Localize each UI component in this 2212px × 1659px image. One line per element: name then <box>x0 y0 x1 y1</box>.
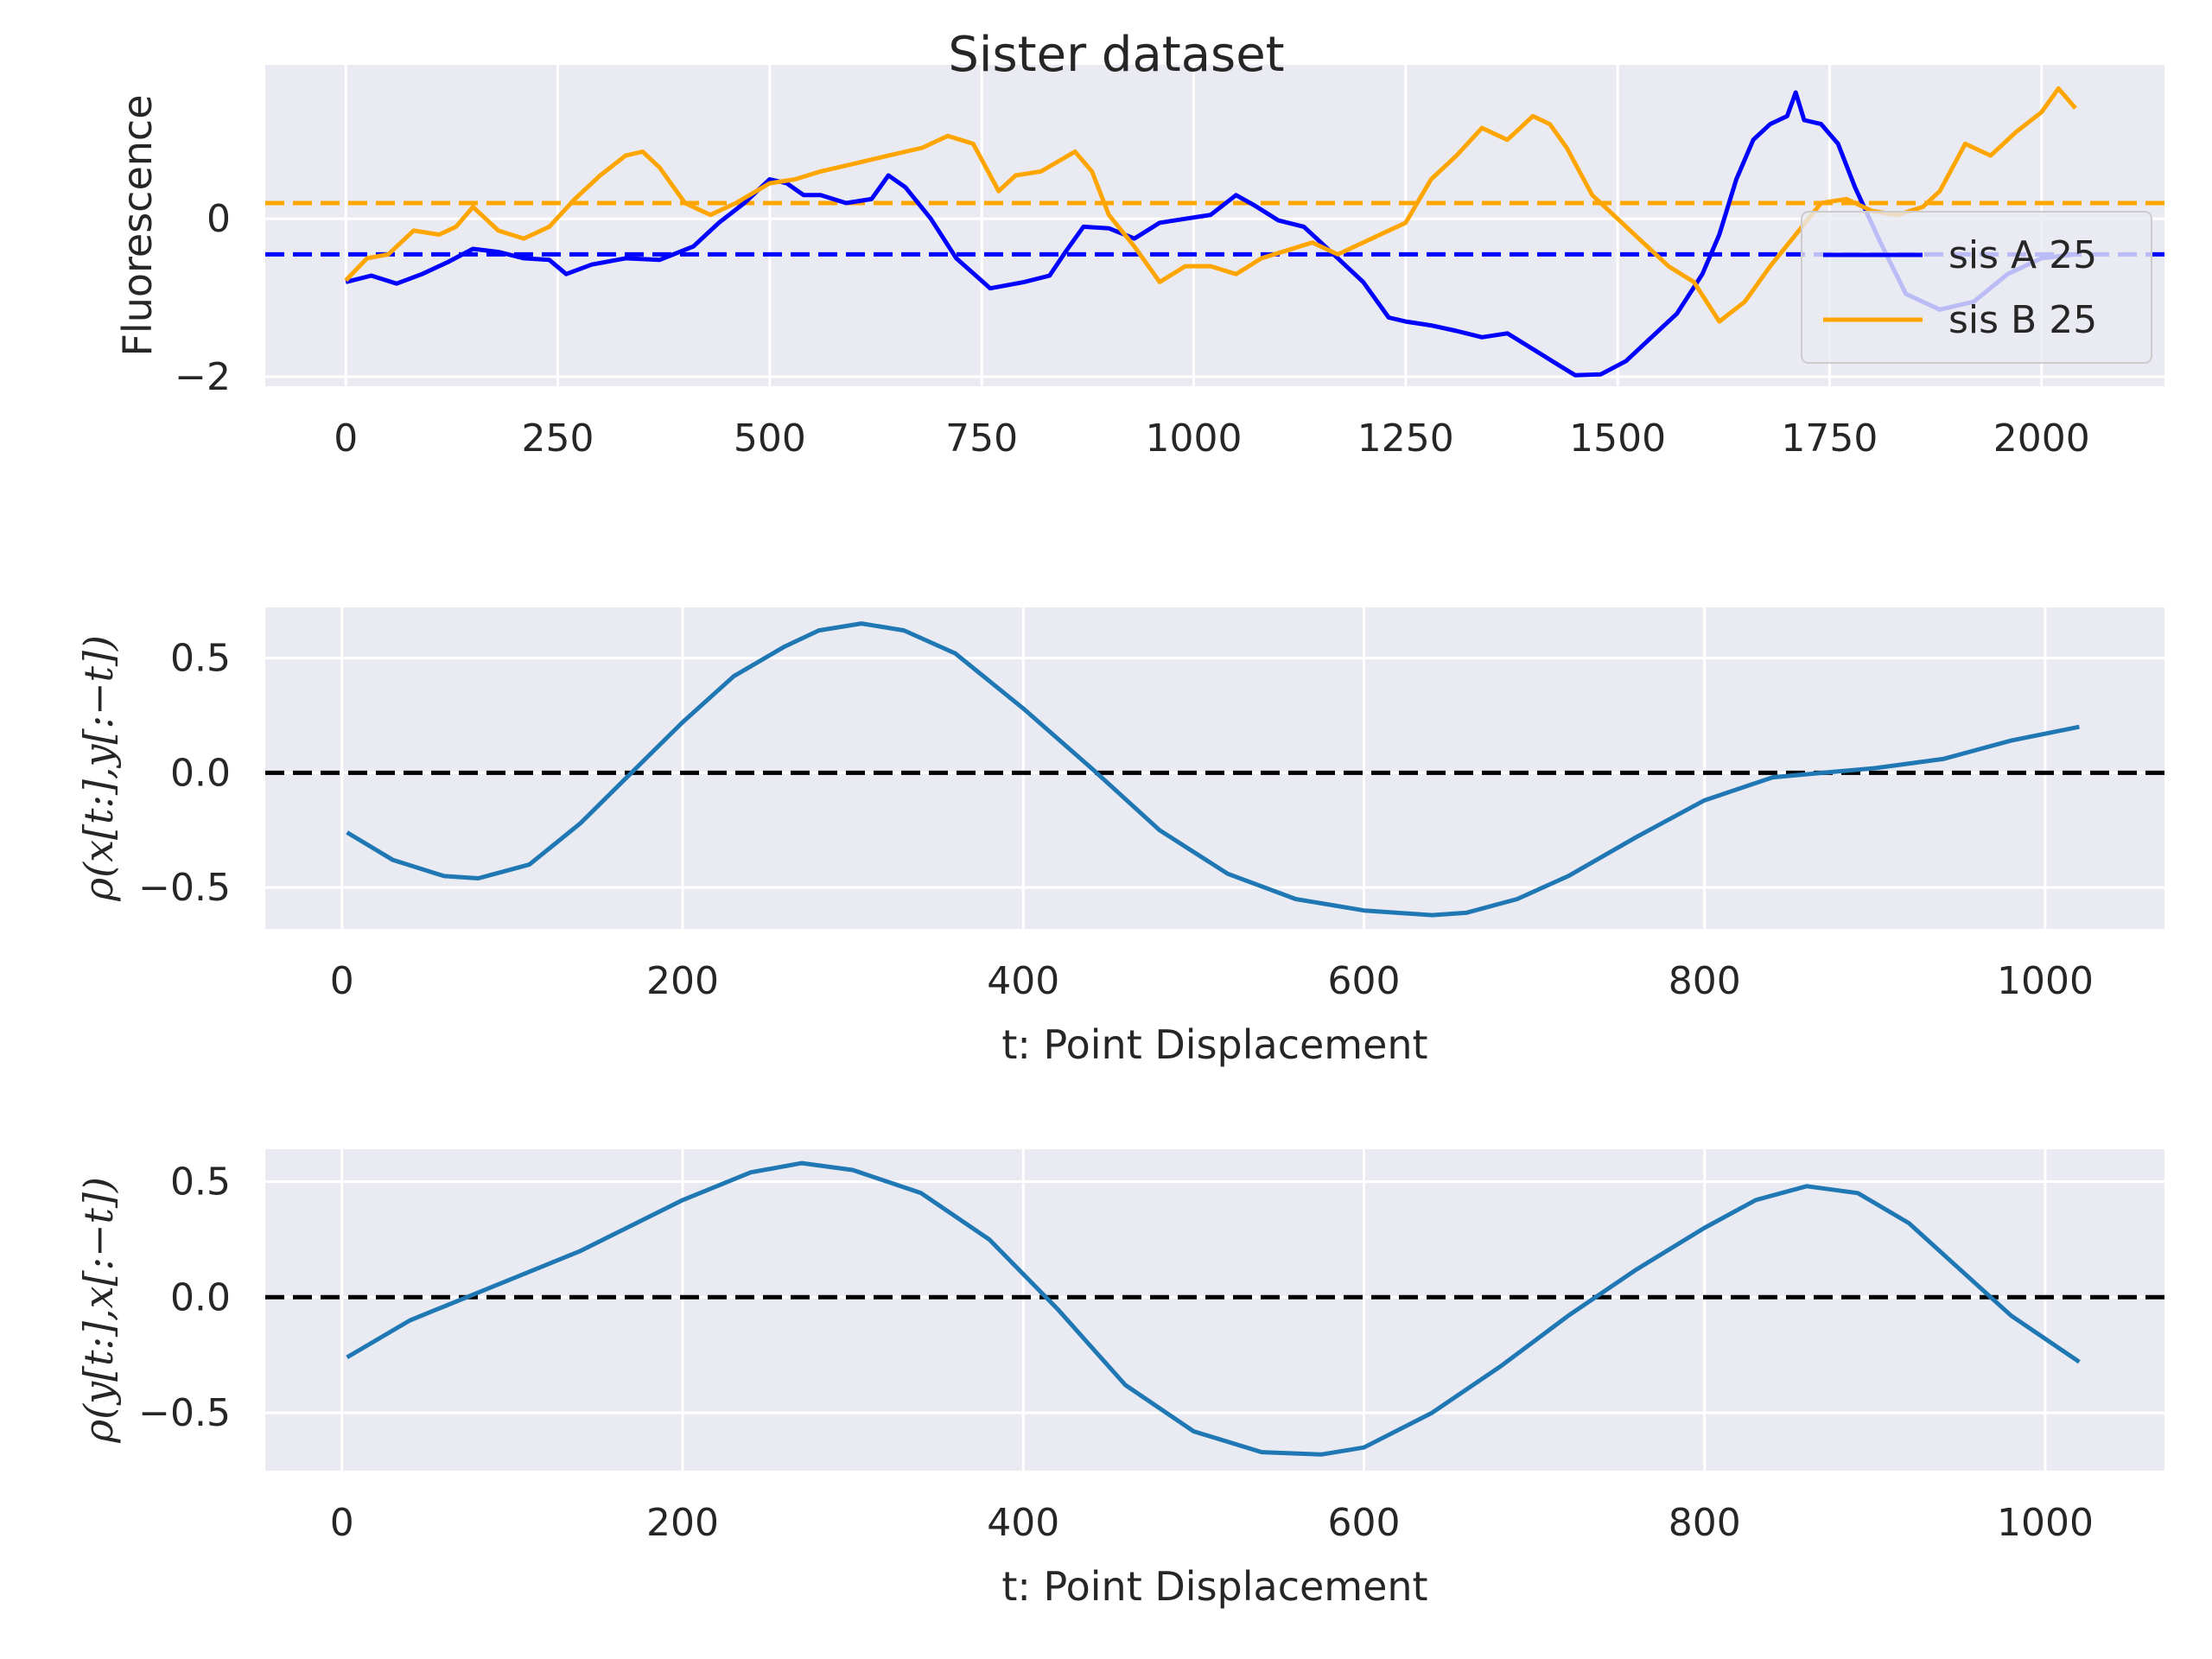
x-tick-label: 1000 <box>1997 1501 2094 1545</box>
y-tick-label: −2 <box>175 355 231 399</box>
plot-area <box>265 1160 2164 1457</box>
x-tick-label: 600 <box>1327 1501 1400 1545</box>
x-tick-label: 250 <box>522 416 594 461</box>
x-tick-label: 0 <box>330 959 354 1003</box>
x-tick-label: 200 <box>646 1501 719 1545</box>
x-axis-label: t: Point Displacement <box>1001 1563 1427 1610</box>
x-tick-label: 1000 <box>1145 416 1242 461</box>
legend: sis A 25 sis B 25 <box>1801 211 2152 364</box>
axes-3: 0 200 400 600 800 1000 0.5 0.0 −0.5 t: Point Disp… <box>75 1149 2164 1610</box>
x-tick-label: 0 <box>334 416 358 461</box>
y-tick-label: 0.0 <box>170 1275 231 1319</box>
y-tick-label: 0.5 <box>170 1160 231 1204</box>
x-tick-label: 400 <box>987 1501 1059 1545</box>
series-line-sis-a-25 <box>345 90 2076 378</box>
axes-1: 0 250 500 750 1000 1250 1500 1750 2000 −2 0 Fluores… <box>114 65 2164 461</box>
x-tick-label: 500 <box>734 416 806 461</box>
series-line-sis-b-25 <box>344 86 2077 324</box>
x-tick-label: 750 <box>945 416 1018 461</box>
x-tick-label: 200 <box>646 959 719 1003</box>
legend-label: sis A 25 <box>1948 233 2097 277</box>
x-tick-label: 800 <box>1669 1501 1741 1545</box>
x-tick-label: 1750 <box>1781 416 1878 461</box>
chart-title: Sister dataset <box>948 27 1284 83</box>
legend-label: sis B 25 <box>1948 298 2097 342</box>
series-line-3 <box>346 1160 2081 1457</box>
y-axis-label: ρ(x[t:],y[:−t]) <box>75 635 122 902</box>
axes-background <box>265 1149 2164 1471</box>
y-axis-label: ρ(y[t:],x[:−t]) <box>75 1177 122 1444</box>
x-tick-label: 1500 <box>1569 416 1666 461</box>
x-tick-label: 2000 <box>1993 416 2090 461</box>
plot-area <box>265 621 2164 918</box>
y-axis-label: Fluorescence <box>114 94 161 356</box>
series-line-2 <box>346 621 2080 918</box>
legend-box <box>1801 211 2152 364</box>
x-tick-label: 1250 <box>1357 416 1454 461</box>
y-tick-label: 0.0 <box>170 751 231 795</box>
y-tick-label: −0.5 <box>138 866 231 910</box>
axes-2: 0 200 400 600 800 1000 0.5 0.0 −0.5 t: Point Disp… <box>75 607 2164 1068</box>
x-tick-label: 0 <box>330 1501 354 1545</box>
y-tick-label: 0.5 <box>170 636 231 680</box>
x-tick-label: 400 <box>987 959 1059 1003</box>
y-tick-label: −0.5 <box>138 1391 231 1435</box>
x-tick-label: 800 <box>1669 959 1741 1003</box>
axes-background <box>265 607 2164 929</box>
x-tick-label: 600 <box>1327 959 1400 1003</box>
x-tick-label: 1000 <box>1997 959 2094 1003</box>
x-axis-label: t: Point Displacement <box>1001 1021 1427 1068</box>
y-tick-label: 0 <box>207 197 231 241</box>
